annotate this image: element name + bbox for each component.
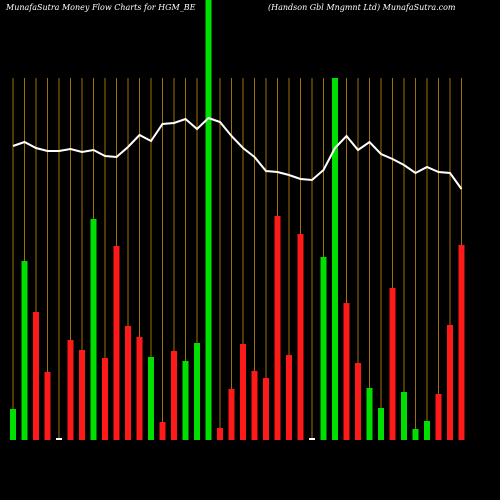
bar (113, 246, 120, 440)
bar (171, 351, 177, 440)
bar (182, 361, 189, 440)
bar (44, 372, 51, 440)
bar (194, 343, 200, 440)
bar (286, 355, 292, 440)
bar (240, 344, 246, 440)
bar (378, 408, 384, 440)
bar (366, 388, 373, 440)
bar (148, 357, 154, 440)
bar (90, 219, 97, 440)
bar (355, 363, 361, 440)
bar (447, 325, 453, 440)
bar (228, 389, 235, 440)
bar (136, 337, 143, 440)
bar (102, 358, 108, 440)
money-flow-line (12, 116, 463, 190)
bar (401, 392, 407, 440)
bar (412, 429, 419, 440)
bar (125, 326, 131, 440)
bar (274, 216, 281, 440)
bar (205, 0, 212, 440)
bar (263, 378, 269, 440)
bar (343, 303, 350, 440)
bar (309, 438, 315, 440)
bar (217, 428, 223, 440)
chart-title: MunafaSutra Money Flow Charts for HGM_BE (5, 3, 196, 12)
bar (56, 438, 62, 440)
bar (79, 350, 85, 440)
bar (21, 261, 28, 440)
bar (424, 421, 430, 440)
chart-subtitle: (Handson Gbl Mngmnt Ltd) MunafaSutra.com (268, 3, 456, 12)
bar (435, 394, 442, 440)
bar (33, 312, 39, 440)
bar (251, 371, 258, 440)
bar (297, 234, 304, 440)
bar (67, 340, 74, 440)
bar (320, 257, 327, 440)
bar (389, 288, 396, 440)
bar (159, 422, 166, 440)
bar (332, 78, 338, 440)
bar (10, 409, 16, 440)
bar (458, 245, 465, 440)
